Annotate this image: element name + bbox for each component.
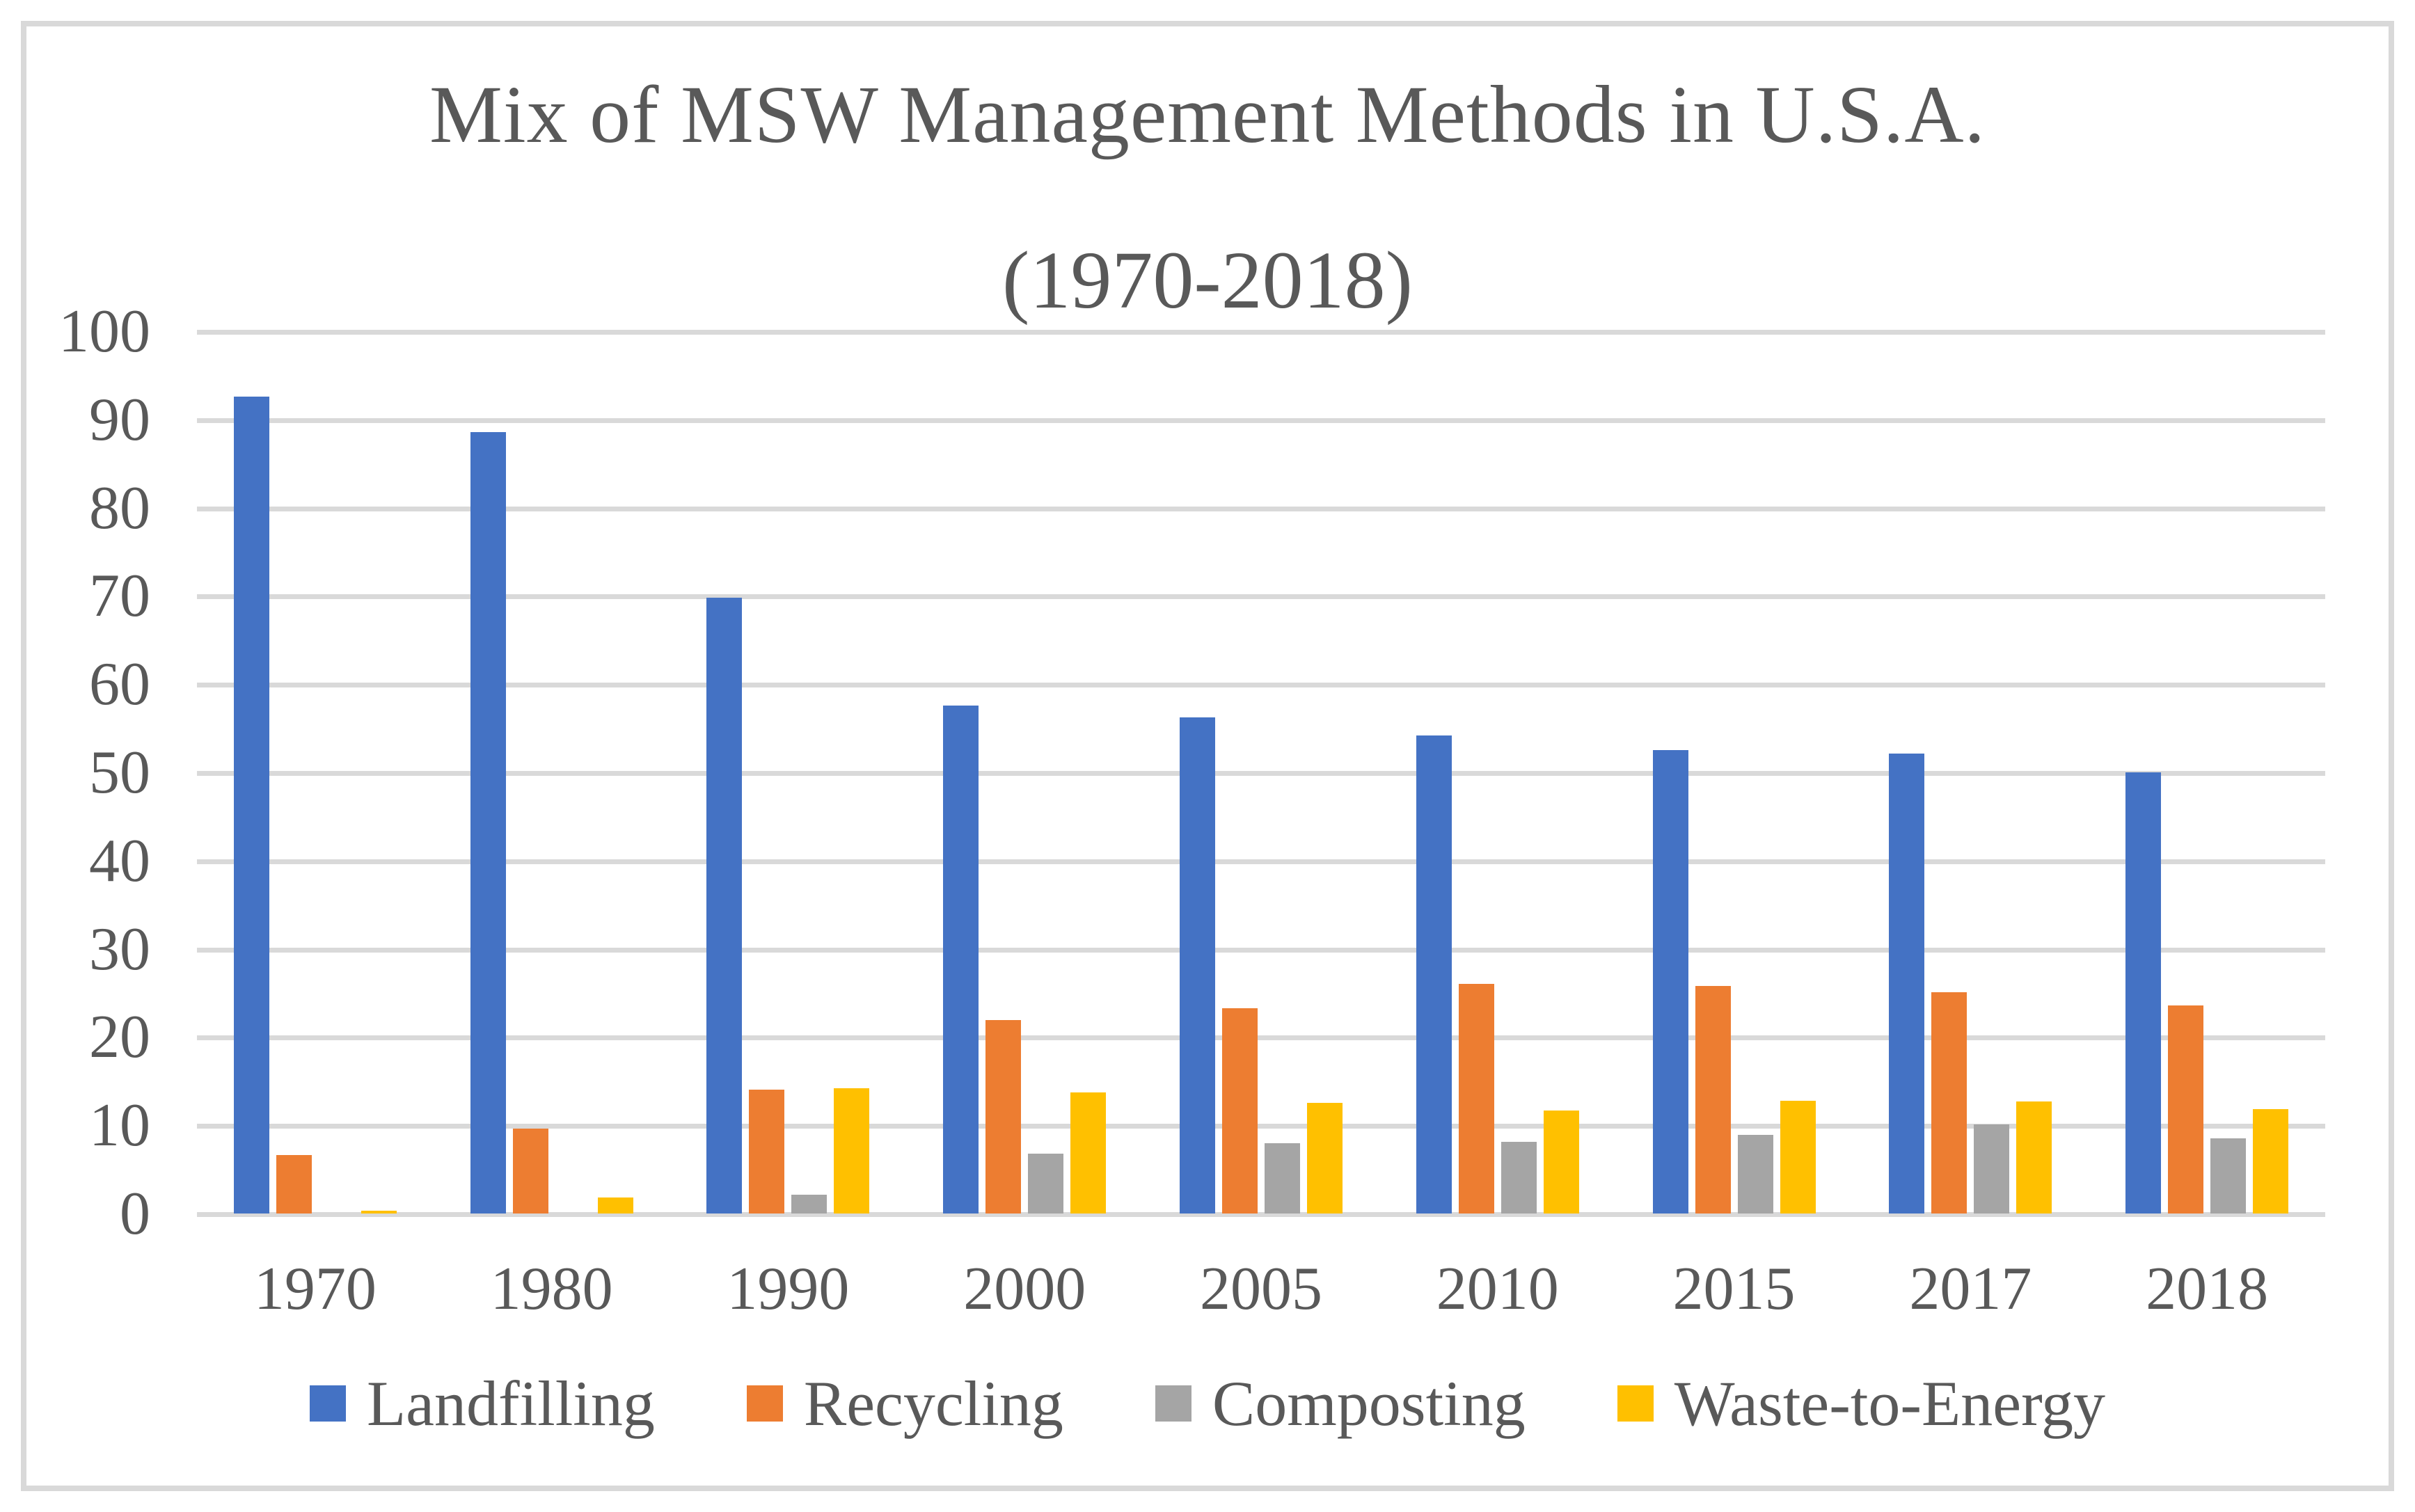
y-tick-label-90: 90 [89, 385, 150, 454]
x-tick-label-2005: 2005 [1199, 1255, 1322, 1323]
bar-waste-to-energy-2005 [1307, 1103, 1343, 1213]
legend: Landfilling Recycling Composting Waste-to-E… [0, 1365, 2415, 1442]
legend-label-waste-to-energy: Waste-to-Energy [1674, 1368, 2106, 1439]
x-tick-label-2017: 2017 [1909, 1255, 2032, 1323]
gridline-70 [197, 594, 2325, 600]
bar-waste-to-energy-2017 [2016, 1101, 2052, 1213]
bar-composting-2018 [2210, 1138, 2246, 1213]
bar-recycling-2015 [1695, 986, 1731, 1213]
bar-waste-to-energy-2010 [1544, 1111, 1579, 1213]
y-tick-label-10: 10 [89, 1092, 150, 1160]
bar-recycling-2005 [1222, 1008, 1258, 1213]
chart-title: Mix of MSW Management Methods in U.S.A. … [0, 73, 2415, 322]
x-tick-label-2000: 2000 [963, 1255, 1086, 1323]
bar-composting-2005 [1265, 1143, 1300, 1213]
bar-waste-to-energy-1970 [361, 1211, 397, 1213]
bar-waste-to-energy-2015 [1780, 1101, 1816, 1213]
gridline-20 [197, 1035, 2325, 1041]
y-tick-label-30: 30 [89, 915, 150, 983]
bar-recycling-2010 [1459, 984, 1494, 1213]
bar-waste-to-energy-1980 [598, 1197, 633, 1213]
legend-item-landfilling: Landfilling [309, 1368, 655, 1439]
gridline-100 [197, 330, 2325, 335]
bar-composting-2000 [1028, 1154, 1063, 1213]
legend-marker-landfilling [309, 1385, 346, 1422]
legend-marker-composting [1155, 1385, 1191, 1422]
bar-landfilling-2010 [1416, 735, 1452, 1213]
bar-landfilling-2018 [2125, 772, 2161, 1213]
gridline-90 [197, 417, 2325, 423]
x-tick-label-2018: 2018 [2146, 1255, 2269, 1323]
y-tick-label-80: 80 [89, 474, 150, 542]
gridline-10 [197, 1124, 2325, 1129]
legend-item-composting: Composting [1155, 1369, 1526, 1438]
chart-title-line2: (1970-2018) [1002, 234, 1413, 326]
y-tick-label-0: 0 [120, 1180, 150, 1248]
gridline-30 [197, 947, 2325, 953]
bar-recycling-1990 [749, 1090, 784, 1213]
x-axis-line [197, 1212, 2325, 1217]
bar-composting-2010 [1501, 1142, 1537, 1213]
y-tick-label-40: 40 [89, 827, 150, 895]
y-tick-label-60: 60 [89, 651, 150, 719]
bar-recycling-2017 [1931, 992, 1967, 1213]
x-tick-label-1980: 1980 [490, 1255, 613, 1323]
legend-marker-recycling [746, 1385, 783, 1422]
x-tick-label-1970: 1970 [253, 1255, 377, 1323]
x-tick-label-2010: 2010 [1436, 1255, 1559, 1323]
bar-composting-1990 [791, 1195, 827, 1213]
bar-waste-to-energy-2000 [1070, 1092, 1106, 1213]
bar-landfilling-1970 [234, 397, 269, 1213]
bar-waste-to-energy-1990 [834, 1088, 869, 1213]
bar-composting-2017 [1974, 1124, 2009, 1213]
bar-waste-to-energy-2018 [2253, 1109, 2288, 1213]
y-tick-label-20: 20 [89, 1003, 150, 1072]
x-tick-label-2015: 2015 [1672, 1255, 1796, 1323]
bar-recycling-1970 [276, 1155, 312, 1213]
gridline-80 [197, 506, 2325, 511]
legend-item-recycling: Recycling [746, 1368, 1063, 1439]
bar-landfilling-1990 [706, 598, 742, 1213]
bar-recycling-2018 [2168, 1005, 2203, 1213]
legend-label-landfilling: Landfilling [366, 1368, 655, 1439]
bar-recycling-1980 [513, 1129, 548, 1213]
legend-label-composting: Composting [1212, 1368, 1526, 1439]
gridline-60 [197, 683, 2325, 688]
gridline-50 [197, 771, 2325, 776]
bar-landfilling-2015 [1653, 750, 1688, 1213]
bar-landfilling-2017 [1889, 754, 1924, 1213]
legend-marker-waste-to-energy [1617, 1385, 1654, 1422]
bar-landfilling-2000 [943, 706, 979, 1213]
bar-landfilling-2005 [1180, 717, 1215, 1213]
bar-recycling-2000 [985, 1020, 1021, 1213]
chart-title-line1: Mix of MSW Management Methods in U.S.A. [429, 69, 1986, 160]
y-tick-label-70: 70 [89, 562, 150, 630]
y-tick-label-100: 100 [58, 298, 150, 365]
legend-label-recycling: Recycling [803, 1368, 1063, 1439]
gridline-40 [197, 859, 2325, 864]
bar-composting-2015 [1738, 1135, 1773, 1213]
y-tick-label-50: 50 [89, 739, 150, 806]
legend-item-waste-to-energy: Waste-to-Energy [1617, 1369, 2105, 1438]
x-tick-label-1990: 1990 [727, 1255, 850, 1323]
bar-landfilling-1980 [470, 432, 506, 1213]
